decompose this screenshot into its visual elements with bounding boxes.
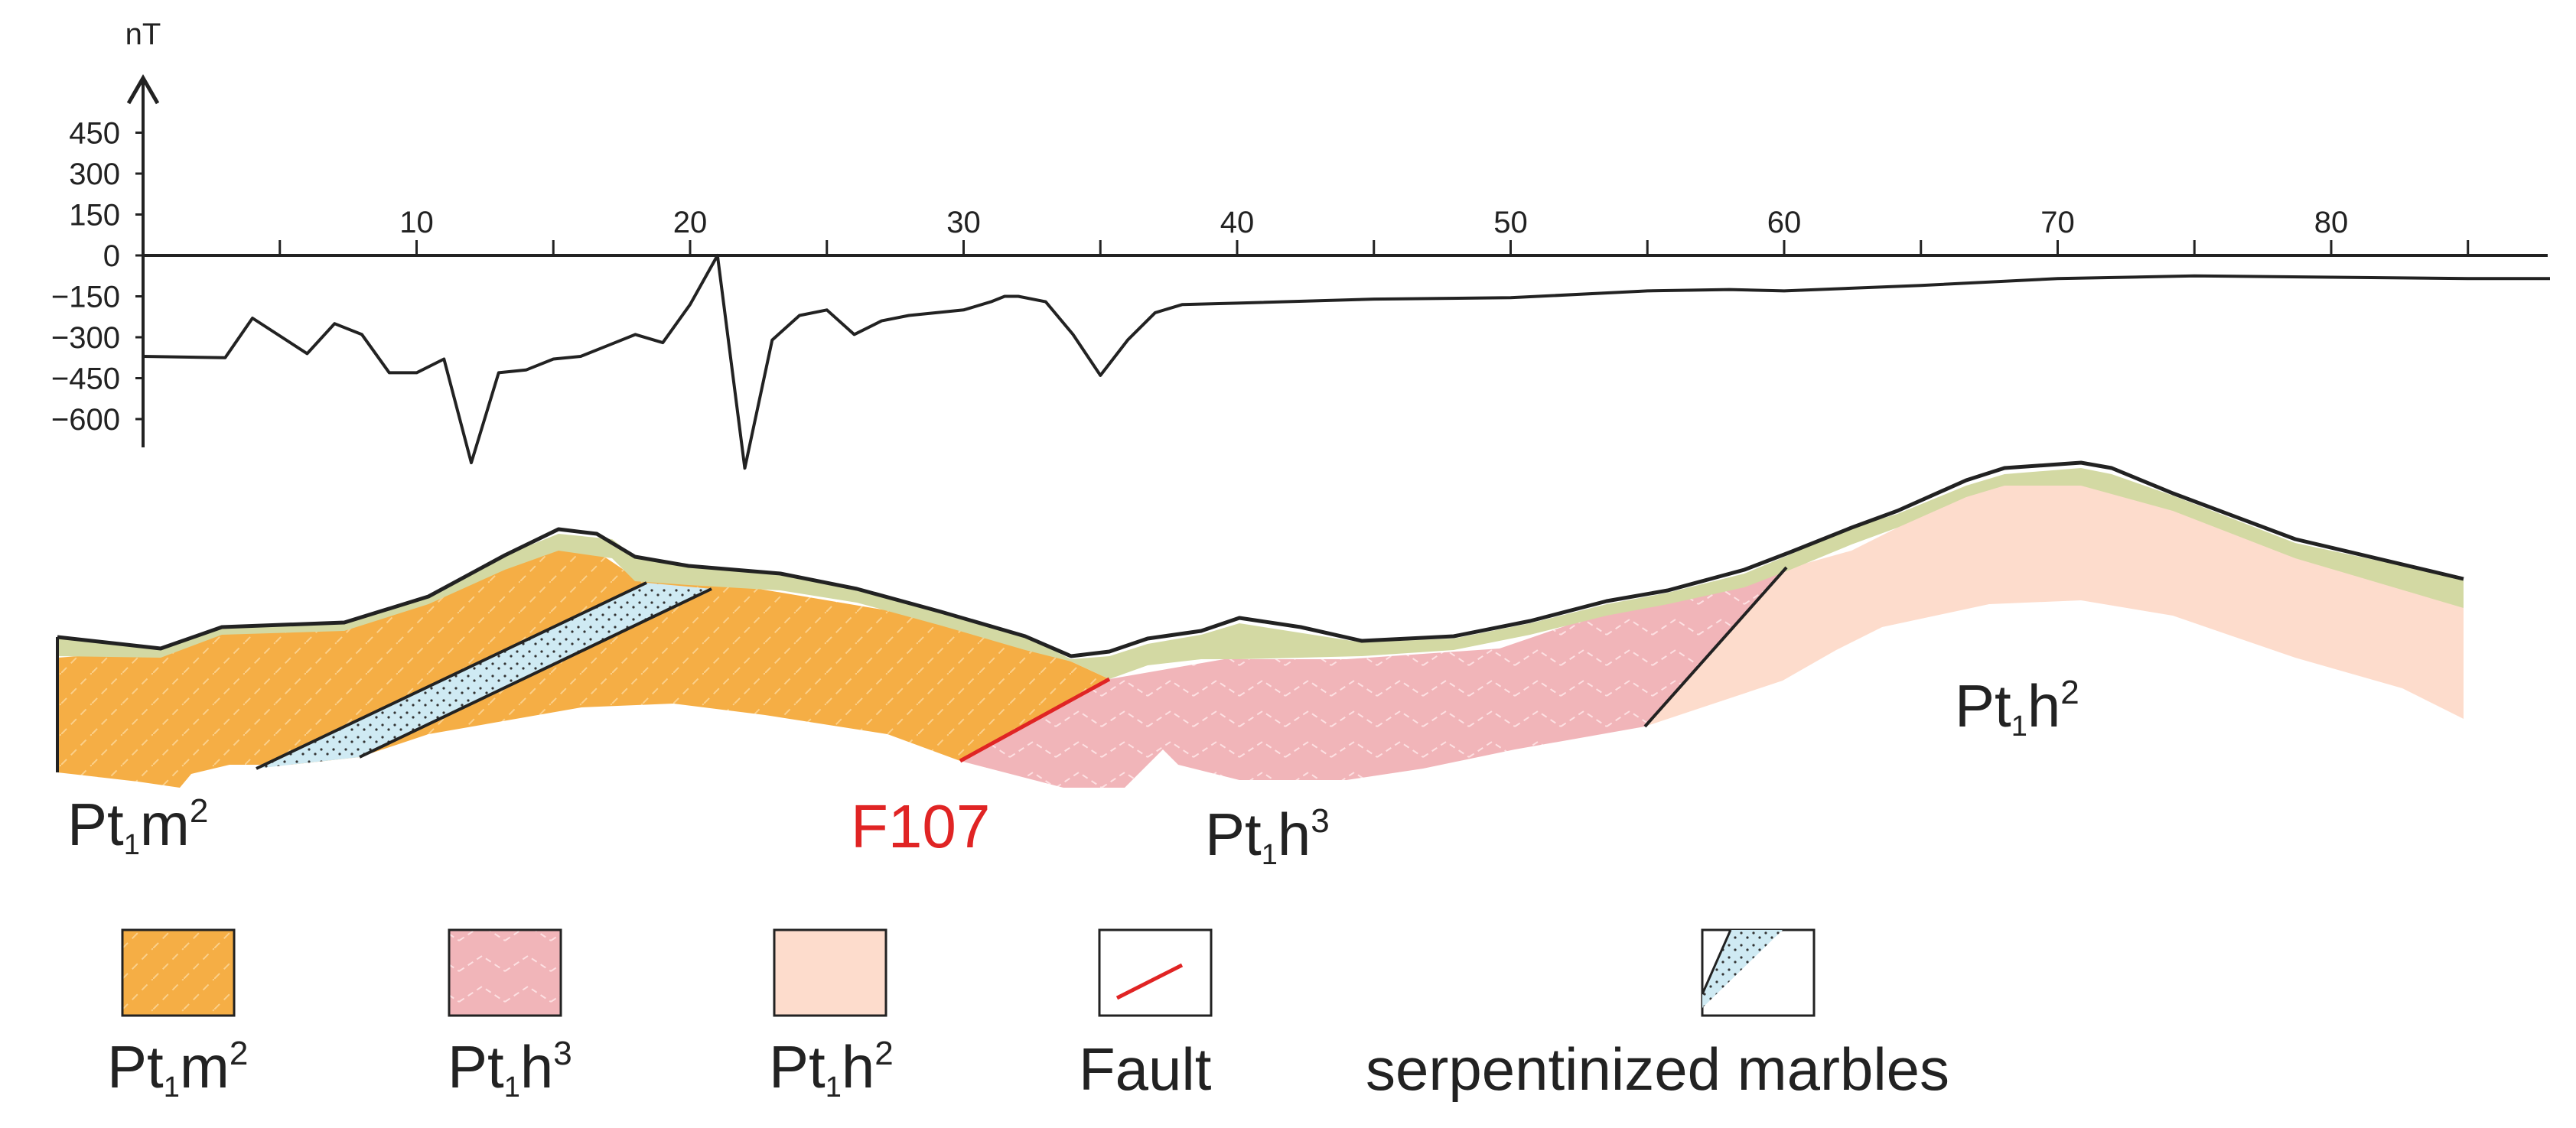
magnetic-profile-chart: nT 450 300 150 0 −150 −300 −450 −600 10 20 30 40 50… [51, 18, 2550, 470]
unit-contact-h3-h2 [1643, 566, 1788, 728]
x-tick-label: 80 [2314, 206, 2349, 239]
legend-fault-symbol [1115, 963, 1184, 1000]
legend-swatch-pt1m2 [121, 928, 236, 1017]
x-tick-label: 40 [1220, 206, 1255, 239]
legend-label-pt1h3: Pt1h3 [448, 1033, 572, 1104]
x-tick-label: 20 [673, 206, 708, 239]
x-tick-label: 60 [1767, 206, 1802, 239]
label-fault-f107: F107 [851, 792, 990, 860]
x-tick-label: 50 [1493, 206, 1528, 239]
unit-pt1m2-body [57, 544, 1109, 788]
label-pt1h2: Pt1h2 [1955, 672, 2079, 743]
legend-label-fault: Fault [1079, 1035, 1212, 1103]
y-tick-label: 300 [69, 158, 120, 191]
y-tick-label: 0 [103, 239, 120, 273]
y-tick-label: −600 [51, 403, 120, 437]
legend: Pt1m2 Pt1h3 Pt1h2 Fault serpentinized ma… [107, 928, 1949, 1104]
marble-band-upper-contact [359, 587, 712, 759]
topography-line [57, 460, 2464, 658]
legend-swatch-fault [1098, 928, 1213, 1017]
marble-band-lower-contact [256, 581, 647, 770]
x-tick-label: 10 [399, 206, 434, 239]
label-pt1h3: Pt1h3 [1205, 801, 1330, 871]
legend-marble-symbol [1702, 930, 1783, 1008]
y-tick-label: −300 [51, 321, 120, 355]
legend-label-pt1m2: Pt1m2 [107, 1033, 248, 1104]
legend-swatch-pt1h2 [773, 928, 887, 1017]
marble-band [256, 583, 712, 769]
x-tick-label: 30 [946, 206, 981, 239]
legend-label-marble: serpentinized marbles [1366, 1035, 1949, 1103]
surface-cover-layer [57, 468, 2464, 679]
y-tick-label: 450 [69, 117, 120, 151]
y-axis-arrow [126, 73, 160, 105]
magnetic-anomaly-line [142, 254, 2550, 470]
x-ticks: 10 20 30 40 50 60 70 80 [278, 206, 2470, 255]
fault-f107-line [959, 677, 1111, 763]
cross-section: Pt1m2 F107 Pt1h3 Pt1h2 [56, 460, 2464, 871]
label-pt1m2: Pt1m2 [67, 791, 208, 861]
unit-pt1h3-body [960, 570, 1783, 788]
y-axis-unit-label: nT [125, 18, 161, 51]
y-tick-label: 150 [69, 199, 120, 232]
y-tick-label: −450 [51, 362, 120, 396]
y-ticks: 450 300 150 0 −150 −300 −450 −600 [51, 117, 143, 437]
x-tick-label: 70 [2040, 206, 2075, 239]
y-tick-label: −150 [51, 281, 120, 314]
legend-swatch-pt1h3 [448, 928, 562, 1017]
legend-label-pt1h2: Pt1h2 [769, 1033, 894, 1104]
